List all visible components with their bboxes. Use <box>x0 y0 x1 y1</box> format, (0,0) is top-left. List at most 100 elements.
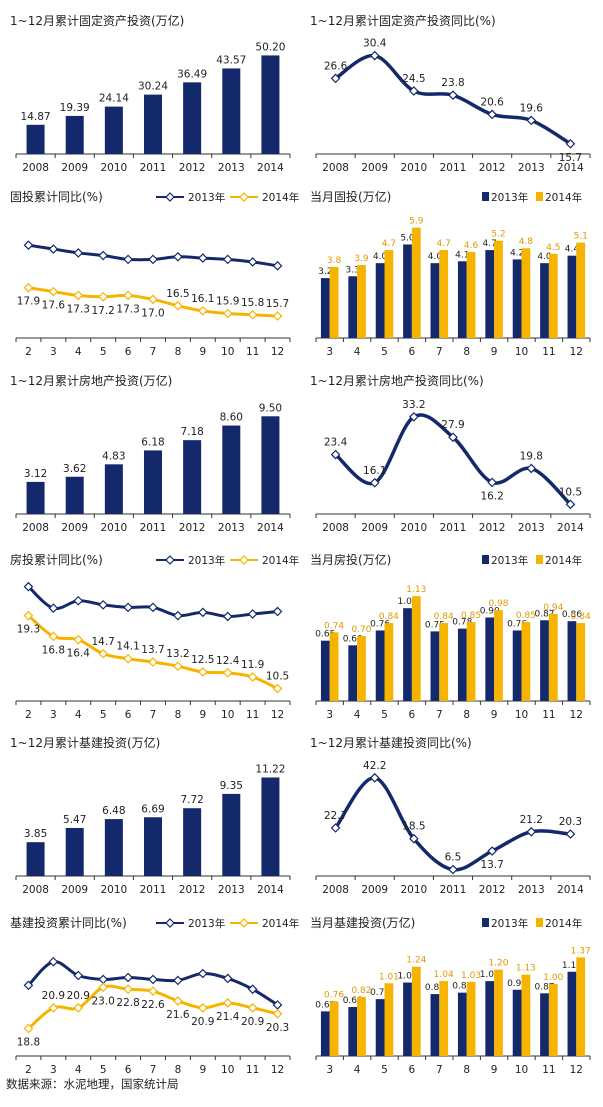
data-label: 4.7 <box>382 239 396 249</box>
data-label: 16.5 <box>166 288 189 300</box>
x-tick-label: 6 <box>409 1064 416 1076</box>
point-marker <box>173 610 183 621</box>
point-marker <box>247 309 258 320</box>
data-label: 6.48 <box>102 805 125 817</box>
data-label: 1.04 <box>434 970 454 980</box>
data-label: 33.2 <box>402 399 425 411</box>
data-label: 17.9 <box>17 296 40 308</box>
x-tick-label: 11 <box>542 1064 555 1076</box>
chart-fai-month: 当月固投(万亿) 3 4 5 6 7 8 9 10 11 12 2013年 2014年 3.2 3.3 4.0… <box>310 189 591 358</box>
x-tick-label: 2008 <box>322 884 349 896</box>
bar-2013 <box>430 631 440 701</box>
point-marker <box>409 833 419 844</box>
x-tick-label: 6 <box>125 346 132 358</box>
point-marker <box>526 115 537 126</box>
x-tick-label: 8 <box>175 1064 182 1076</box>
point-marker <box>448 90 458 101</box>
bar-2013 <box>540 263 549 338</box>
x-tick-label: 2012 <box>179 522 206 534</box>
bar-2014 <box>494 969 503 1056</box>
bar-2013 <box>512 259 522 338</box>
legend-label: 2014年 <box>262 191 299 204</box>
x-tick-label: 2013 <box>518 884 545 896</box>
x-tick-label: 3 <box>326 1064 333 1076</box>
point-marker <box>173 251 183 262</box>
data-label: 4.7 <box>483 239 497 249</box>
x-tick-label: 2009 <box>61 884 88 896</box>
data-label: 17.3 <box>67 303 90 315</box>
point-marker <box>197 306 208 316</box>
x-tick-label: 5 <box>100 709 107 721</box>
point-marker <box>272 683 283 694</box>
x-tick-label: 2012 <box>479 522 506 534</box>
bar-2014 <box>548 613 558 701</box>
legend-swatch <box>536 918 543 927</box>
data-label: 0.87 <box>534 982 554 992</box>
chart-infra-ytd: 基建投资累计同比(%) 2 3 4 5 6 7 8 9 10 11 12 2013年 2014年 18.8 2… <box>10 915 299 1076</box>
point-marker <box>23 282 34 293</box>
data-label: 0.74 <box>324 621 344 631</box>
bar-2013 <box>375 999 385 1056</box>
point-marker <box>197 253 208 263</box>
x-tick-label: 2014 <box>257 884 284 896</box>
chart-infra-month: 当月基建投资(万亿) 3 4 5 6 7 8 9 10 11 12 2013年 2014年 0.62 0.6… <box>310 915 591 1076</box>
data-label: 24.5 <box>402 73 425 85</box>
data-label: 5.0 <box>400 233 415 243</box>
point-marker <box>123 254 133 265</box>
data-label: 1.17 <box>562 961 582 971</box>
x-tick-label: 11 <box>246 709 259 721</box>
data-label: 21.6 <box>166 1009 190 1021</box>
x-tick-label: 4 <box>75 1064 82 1076</box>
point-marker <box>73 1003 84 1013</box>
legend-marker <box>165 918 175 928</box>
data-label: 4.6 <box>464 241 479 251</box>
data-label: 13.2 <box>166 648 189 660</box>
bar <box>143 817 163 876</box>
point-marker <box>148 974 158 985</box>
data-label: 9.50 <box>259 402 282 414</box>
bar-2014 <box>576 957 586 1056</box>
x-tick-label: 4 <box>354 709 361 721</box>
x-tick-label: 10 <box>515 1064 528 1076</box>
x-tick-label: 7 <box>436 1064 443 1076</box>
bar-2014 <box>411 966 421 1056</box>
data-label: 1.02 <box>397 972 417 982</box>
chart-title: 基建投资累计同比(%) <box>10 915 127 930</box>
x-tick-label: 6 <box>125 709 132 721</box>
point-marker <box>565 138 576 149</box>
data-label: 16.8 <box>42 644 65 656</box>
legend-label: 2013年 <box>188 554 225 567</box>
chart-re-cum: 1~12月累计房地产投资(万亿) 2008 2009 2010 2011 2012 2013… <box>10 373 291 534</box>
data-label: 12.4 <box>216 655 240 667</box>
x-tick-label: 2009 <box>61 522 88 534</box>
data-label: 1.24 <box>406 956 426 966</box>
point-marker <box>23 610 34 621</box>
data-label: 0.76 <box>507 619 527 629</box>
data-label: 0.60 <box>343 634 363 644</box>
bar-2013 <box>430 263 440 338</box>
bar <box>183 82 202 154</box>
point-marker <box>247 1003 258 1013</box>
data-label: 3.8 <box>327 256 342 266</box>
bar <box>143 94 163 154</box>
data-label: 26.6 <box>324 60 348 72</box>
bar-2013 <box>375 630 385 701</box>
data-label: 20.9 <box>191 1016 214 1028</box>
x-tick-label: 3 <box>326 346 333 358</box>
data-label: 0.84 <box>379 612 399 622</box>
data-label: 3.2 <box>318 267 332 277</box>
data-label: 5.47 <box>63 814 86 826</box>
data-label: 20.6 <box>480 96 504 108</box>
x-tick-label: 2010 <box>400 162 427 174</box>
point-marker <box>197 667 208 677</box>
x-tick-label: 2011 <box>440 884 467 896</box>
bar-2013 <box>567 971 577 1056</box>
data-label: 50.20 <box>255 41 285 53</box>
data-label: 16.1 <box>363 465 386 477</box>
data-label: 4.7 <box>437 239 451 249</box>
data-label: 16.2 <box>480 490 503 502</box>
x-tick-label: 5 <box>381 709 388 721</box>
x-tick-label: 2010 <box>400 522 427 534</box>
